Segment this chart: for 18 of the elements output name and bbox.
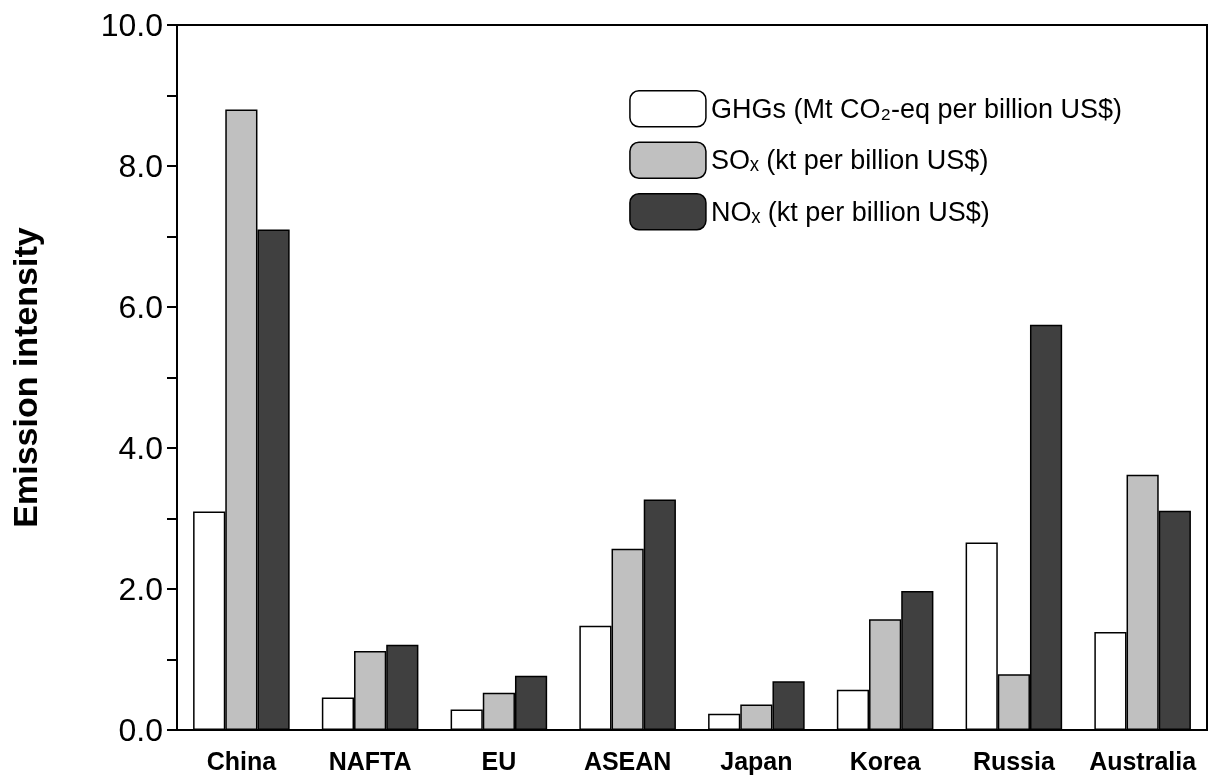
y-tick-label: 4.0 bbox=[118, 430, 163, 466]
y-tick-label: 0.0 bbox=[118, 712, 163, 748]
y-tick-label: 2.0 bbox=[118, 571, 163, 607]
x-tick-label: ASEAN bbox=[583, 746, 672, 775]
x-tick-label: China bbox=[206, 746, 278, 775]
x-tick-label: NAFTA bbox=[328, 746, 412, 775]
y-tick-label: 8.0 bbox=[118, 148, 163, 184]
x-tick-label: Australia bbox=[1089, 746, 1198, 775]
legend-label: SOₓ (kt per billion US$) bbox=[710, 145, 989, 176]
y-tick-label: 6.0 bbox=[118, 289, 163, 325]
legend-label: NOₓ (kt per billion US$) bbox=[710, 196, 990, 227]
y-axis-title: Emission intensity bbox=[6, 227, 44, 528]
x-tick-label: EU bbox=[481, 746, 517, 775]
x-tick-label: Japan bbox=[720, 746, 793, 775]
x-tick-label: Korea bbox=[849, 746, 922, 775]
y-tick-label: 10.0 bbox=[100, 7, 163, 43]
legend-label: GHGs (Mt CO₂-eq per billion US$) bbox=[710, 93, 1122, 124]
x-tick-label: Russia bbox=[972, 746, 1056, 775]
